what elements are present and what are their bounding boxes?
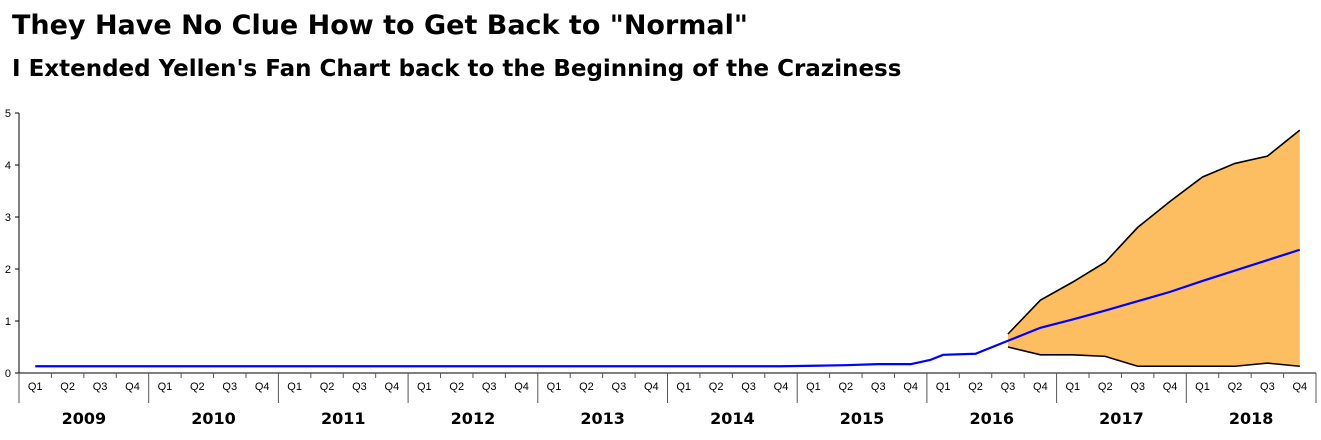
x-tick-label: Q3 bbox=[1130, 381, 1145, 393]
x-tick-label: Q2 bbox=[709, 381, 724, 393]
x-tick-label: Q1 bbox=[936, 381, 951, 393]
x-tick-label: Q1 bbox=[547, 381, 562, 393]
x-tick-label: Q2 bbox=[320, 381, 335, 393]
x-tick-label: Q4 bbox=[385, 381, 400, 393]
x-tick-label: Q1 bbox=[28, 381, 43, 393]
y-tick-label: 2 bbox=[5, 264, 11, 276]
x-tick-label: Q2 bbox=[838, 381, 853, 393]
x-tick-label: Q4 bbox=[774, 381, 789, 393]
x-tick-label: Q1 bbox=[1065, 381, 1080, 393]
y-tick-label: 5 bbox=[5, 108, 11, 120]
x-tick-label: Q3 bbox=[222, 381, 237, 393]
x-tick-label: Q2 bbox=[1098, 381, 1113, 393]
y-tick-label: 3 bbox=[5, 212, 11, 224]
x-tick-label: Q2 bbox=[60, 381, 75, 393]
x-tick-label: Q4 bbox=[1292, 381, 1307, 393]
year-label: 2012 bbox=[451, 409, 496, 428]
chart-title: They Have No Clue How to Get Back to "No… bbox=[12, 10, 748, 41]
y-tick-label: 0 bbox=[5, 368, 11, 380]
x-tick-label: Q4 bbox=[514, 381, 529, 393]
x-tick-label: Q3 bbox=[352, 381, 367, 393]
x-tick-label: Q1 bbox=[287, 381, 302, 393]
x-tick-label: Q4 bbox=[1163, 381, 1178, 393]
lower-band-line bbox=[1007, 346, 1300, 368]
x-tick-label: Q4 bbox=[903, 381, 918, 393]
x-tick-label: Q4 bbox=[1033, 381, 1048, 393]
x-tick-label: Q2 bbox=[1228, 381, 1243, 393]
year-label: 2009 bbox=[62, 409, 107, 428]
upper-band-line bbox=[1007, 129, 1301, 335]
year-label: 2011 bbox=[321, 409, 366, 428]
y-tick-label: 4 bbox=[5, 160, 11, 172]
year-label: 2015 bbox=[840, 409, 885, 428]
x-tick-label: Q3 bbox=[93, 381, 108, 393]
year-label: 2010 bbox=[191, 409, 236, 428]
x-tick-label: Q2 bbox=[190, 381, 205, 393]
x-tick-label: Q1 bbox=[1195, 381, 1210, 393]
x-tick-label: Q1 bbox=[676, 381, 691, 393]
fan-band-layer bbox=[1007, 130, 1300, 367]
x-tick-label: Q3 bbox=[482, 381, 497, 393]
chart-subtitle: I Extended Yellen's Fan Chart back to th… bbox=[12, 56, 902, 82]
year-label: 2014 bbox=[710, 409, 755, 428]
x-tick-label: Q2 bbox=[449, 381, 464, 393]
x-tick-label: Q3 bbox=[741, 381, 756, 393]
series-layer bbox=[35, 129, 1301, 368]
axes bbox=[15, 112, 1317, 403]
y-tick-label: 1 bbox=[5, 316, 11, 328]
x-tick-label: Q1 bbox=[158, 381, 173, 393]
year-label: 2016 bbox=[969, 409, 1014, 428]
central-path-line bbox=[35, 248, 1301, 368]
x-tick-label: Q1 bbox=[806, 381, 821, 393]
tick-labels: 0 1 2 3 4 5 Q1 Q2 Q3 Q4 Q1 Q2 Q3 Q4 Q1 Q2 Q3 Q4 Q1 Q2 Q3 Q4 Q1… bbox=[5, 108, 1307, 428]
x-tick-label: Q3 bbox=[871, 381, 886, 393]
x-tick-label: Q3 bbox=[612, 381, 627, 393]
x-tick-label: Q1 bbox=[417, 381, 432, 393]
x-tick-label: Q4 bbox=[125, 381, 140, 393]
year-label: 2013 bbox=[580, 409, 625, 428]
year-label: 2018 bbox=[1229, 409, 1274, 428]
x-tick-label: Q3 bbox=[1001, 381, 1016, 393]
year-label: 2017 bbox=[1099, 409, 1144, 428]
fan-band bbox=[1007, 130, 1300, 367]
x-tick-label: Q4 bbox=[255, 381, 270, 393]
x-tick-label: Q2 bbox=[579, 381, 594, 393]
x-tick-label: Q2 bbox=[968, 381, 983, 393]
x-tick-label: Q3 bbox=[1260, 381, 1275, 393]
x-tick-label: Q4 bbox=[644, 381, 659, 393]
